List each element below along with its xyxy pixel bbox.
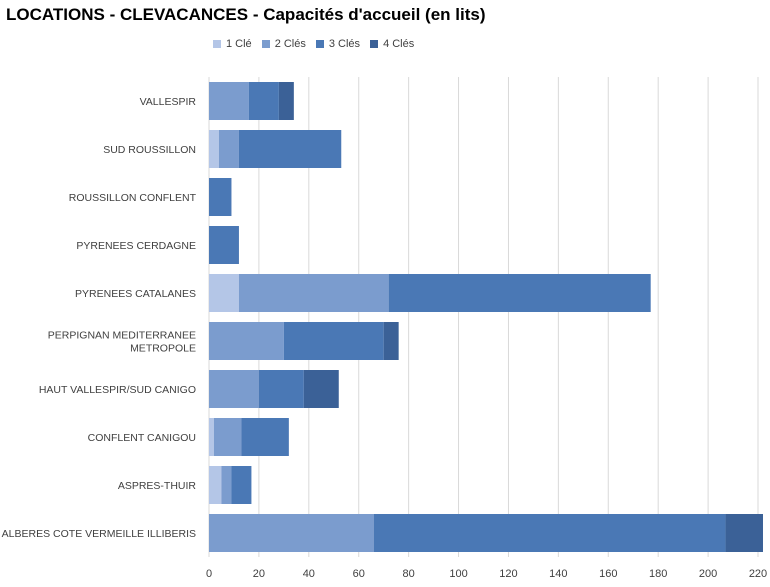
bar-segment-3-cle	[209, 226, 239, 264]
x-tick-label: 0	[206, 568, 212, 580]
bar-segment-2-cle	[238, 274, 389, 312]
category-label-line: HAUT VALLESPIR/SUD CANIGO	[39, 384, 196, 396]
bar-segment-1-cle	[209, 418, 214, 456]
bar-segment-2-cle	[221, 466, 232, 504]
legend-swatch-3-cles	[315, 40, 324, 48]
bar-segment-4-cle	[725, 514, 763, 552]
legend-item-1-cle: 1 Clé	[213, 38, 252, 50]
x-tick-label: 140	[549, 568, 567, 580]
category-label: HAUT VALLESPIR/SUD CANIGO	[39, 384, 196, 396]
x-tick-label: 200	[699, 568, 717, 580]
bar-segment-3-cle	[209, 178, 232, 216]
legend-label-2-cles: 2 Clés	[274, 38, 306, 50]
bar-segment-2-cle	[209, 514, 374, 552]
category-label: PERPIGNAN MEDITERRANEE METROPOLE	[48, 330, 196, 355]
category-label-line: ROUSSILLON CONFLENT	[69, 192, 197, 204]
category-label: PYRENEES CATALANES	[75, 288, 196, 300]
category-label-line: METROPOLE	[130, 343, 196, 355]
bar-segment-3-cle	[231, 466, 252, 504]
x-tick-label: 100	[449, 568, 467, 580]
x-tick-label: 180	[649, 568, 667, 580]
bar-segment-2-cle	[209, 82, 249, 120]
x-tick-label: 120	[499, 568, 517, 580]
bar-segment-1-cle	[209, 466, 222, 504]
x-tick-label: 60	[353, 568, 365, 580]
legend-item-4-cles: 4 Clés	[370, 38, 414, 50]
category-label: ASPRES-THUIR	[118, 480, 197, 492]
bar-segment-3-cle	[388, 274, 651, 312]
x-tick-label: 160	[599, 568, 617, 580]
legend-swatch-2-cles	[261, 40, 270, 48]
x-tick-label: 40	[303, 568, 315, 580]
bar-segment-4-cle	[383, 322, 399, 360]
bar-segment-3-cle	[373, 514, 726, 552]
bar-segment-4-cle	[303, 370, 339, 408]
legend-item-3-cles: 3 Clés	[315, 38, 361, 50]
bar-segment-3-cle	[238, 130, 342, 168]
legend-label-1-cle: 1 Clé	[226, 38, 252, 50]
category-label: VALLESPIR	[140, 96, 197, 108]
legend-label-3-cles: 3 Clés	[328, 38, 361, 50]
category-label-line: CONFLENT CANIGOU	[88, 432, 196, 444]
bar-segment-2-cle	[209, 370, 259, 408]
bar-segment-3-cle	[258, 370, 304, 408]
legend-item-2-cles: 2 Clés	[261, 38, 306, 50]
bar-segment-2-cle	[213, 418, 242, 456]
category-label-line: PERPIGNAN MEDITERRANEE	[48, 330, 196, 342]
category-label: CONFLENT CANIGOU	[88, 432, 196, 444]
legend-swatch-1-cle	[213, 40, 221, 48]
chart-title: LOCATIONS - CLEVACANCES - Capacités d'ac…	[6, 5, 486, 24]
category-label-line: SUD ROUSSILLON	[103, 144, 196, 156]
category-label-line: ASPRES-THUIR	[118, 480, 197, 492]
x-tick-label: 20	[253, 568, 265, 580]
category-label: ALBERES COTE VERMEILLE ILLIBERIS	[2, 528, 196, 540]
category-label: ROUSSILLON CONFLENT	[69, 192, 197, 204]
x-tick-label: 80	[403, 568, 415, 580]
category-label-line: ALBERES COTE VERMEILLE ILLIBERIS	[2, 528, 196, 540]
category-label-line: PYRENEES CERDAGNE	[76, 240, 196, 252]
category-label-line: VALLESPIR	[140, 96, 197, 108]
legend-label-4-cles: 4 Clés	[383, 38, 415, 50]
bar-segment-3-cle	[283, 322, 384, 360]
category-label-line: PYRENEES CATALANES	[75, 288, 196, 300]
category-label: PYRENEES CERDAGNE	[76, 240, 196, 252]
bar-segment-1-cle	[209, 130, 219, 168]
x-tick-label: 220	[749, 568, 767, 580]
legend-swatch-4-cles	[370, 40, 379, 48]
bar-segment-4-cle	[278, 82, 294, 120]
bar-segment-2-cle	[218, 130, 239, 168]
bar-segment-3-cle	[241, 418, 289, 456]
category-label: SUD ROUSSILLON	[103, 144, 196, 156]
legend: 1 Clé 2 Clés 3 Clés 4 Clés	[213, 38, 414, 50]
bar-segment-1-cle	[209, 274, 239, 312]
bar-segment-3-cle	[248, 82, 279, 120]
bar-segment-2-cle	[209, 322, 284, 360]
